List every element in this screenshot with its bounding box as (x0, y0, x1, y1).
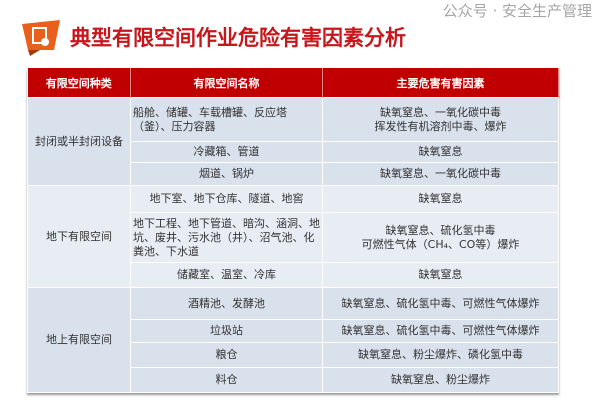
document-hand-icon (22, 20, 60, 56)
table-row: 料仓 缺氧窒息、粉尘爆炸 (28, 367, 559, 393)
header-category: 有限空间种类 (27, 68, 131, 98)
space-name-cell: 地下室、地下仓库、隧道、地窖 (130, 185, 323, 213)
hazard-cell: 缺氧窒息、一氧化碳中毒 挥发性有机溶剂中毒、爆炸 (322, 97, 559, 142)
table-row: 地下工程、地下管道、暗沟、涵洞、地坑、废井、污水池（井）、沼气池、化粪池、下水道… (28, 212, 559, 263)
hazard-cell: 缺氧窒息、一氧化碳中毒 (322, 162, 559, 186)
watermark: 公众号 · 安全生产管理 (442, 2, 592, 20)
category-cell: 封闭或半封闭设备 (27, 97, 131, 186)
hazard-cell: 缺氧窒息 (322, 141, 559, 163)
category-cell: 地下有限空间 (27, 185, 131, 288)
header-hazard: 主要危害有害因素 (322, 68, 559, 98)
space-name-cell: 垃圾站 (130, 319, 323, 343)
header-name: 有限空间名称 (130, 68, 323, 98)
hazard-cell: 缺氧窒息、硫化氢中毒、可燃性气体爆炸 (322, 319, 559, 343)
space-name-cell: 地下工程、地下管道、暗沟、涵洞、地坑、废井、污水池（井）、沼气池、化粪池、下水道 (130, 212, 323, 263)
space-name-cell: 烟道、锅炉 (130, 162, 323, 186)
space-name-cell: 酒精池、发酵池 (130, 287, 323, 320)
hazard-cell: 缺氧窒息 (322, 185, 559, 213)
table-row: 烟道、锅炉 缺氧窒息、一氧化碳中毒 (28, 162, 559, 186)
hazard-cell: 缺氧窒息 (322, 262, 559, 288)
hazard-cell: 缺氧窒息、硫化氢中毒、可燃性气体爆炸 (322, 287, 559, 320)
table-header-row: 有限空间种类 有限空间名称 主要危害有害因素 (27, 68, 559, 98)
space-name-cell: 船舱、储罐、车载槽罐、反应塔（釜）、压力容器 (130, 97, 323, 142)
space-name-cell: 冷藏箱、管道 (130, 141, 323, 163)
category-cell: 地上有限空间 (27, 287, 131, 393)
table-row: 粮仓 缺氧窒息、粉尘爆炸、磷化氢中毒 (28, 342, 559, 368)
hazard-cell: 缺氧窒息、粉尘爆炸 (322, 367, 559, 393)
space-name-cell: 粮仓 (130, 342, 323, 368)
hazard-cell: 缺氧窒息、粉尘爆炸、磷化氢中毒 (322, 342, 559, 368)
hazard-table: 有限空间种类 有限空间名称 主要危害有害因素 封闭或半封闭设备 船舱、储罐、车载槽… (27, 68, 559, 393)
space-name-cell: 料仓 (130, 367, 323, 393)
table-row: 地上有限空间 酒精池、发酵池 缺氧窒息、硫化氢中毒、可燃性气体爆炸 (27, 287, 559, 393)
table-row: 封闭或半封闭设备 船舱、储罐、车载槽罐、反应塔（釜）、压力容器 缺氧窒息、一氧化碳中… (27, 97, 559, 186)
hazard-cell: 缺氧窒息、硫化氢中毒 可燃性气体（CH₄、CO等）爆炸 (322, 212, 559, 263)
table-row: 垃圾站 缺氧窒息、硫化氢中毒、可燃性气体爆炸 (28, 319, 559, 343)
table-row: 地下有限空间 地下室、地下仓库、隧道、地窖 缺氧窒息 (27, 185, 559, 288)
table-row: 储藏室、温室、冷库 缺氧窒息 (28, 262, 559, 288)
page-title: 典型有限空间作业危险有害因素分析 (70, 26, 406, 50)
space-name-cell: 储藏室、温室、冷库 (130, 262, 323, 288)
